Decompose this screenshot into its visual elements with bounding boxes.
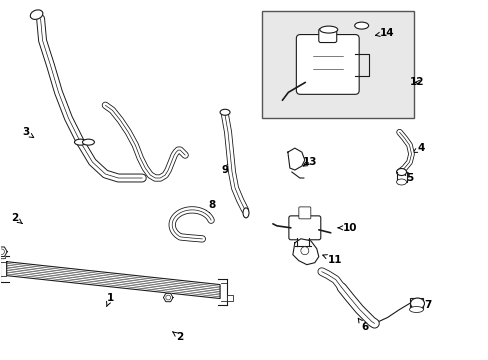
Polygon shape <box>0 247 7 256</box>
Ellipse shape <box>220 109 229 115</box>
Polygon shape <box>163 293 173 302</box>
Text: 3: 3 <box>22 127 34 138</box>
Text: 11: 11 <box>322 255 341 265</box>
Text: 1: 1 <box>106 293 114 307</box>
Ellipse shape <box>82 139 94 145</box>
FancyBboxPatch shape <box>288 216 320 240</box>
Polygon shape <box>292 239 318 265</box>
Text: 12: 12 <box>409 77 424 87</box>
Ellipse shape <box>74 139 86 145</box>
Text: 6: 6 <box>358 318 367 332</box>
Ellipse shape <box>319 26 337 33</box>
Ellipse shape <box>354 22 368 29</box>
Ellipse shape <box>396 179 406 185</box>
Text: 2: 2 <box>172 332 183 342</box>
Bar <box>226 294 233 301</box>
Ellipse shape <box>30 10 43 19</box>
Circle shape <box>0 249 4 255</box>
FancyBboxPatch shape <box>296 35 359 94</box>
Text: 10: 10 <box>338 223 356 233</box>
FancyBboxPatch shape <box>408 298 423 310</box>
FancyBboxPatch shape <box>298 207 310 219</box>
Text: 4: 4 <box>412 143 424 153</box>
Ellipse shape <box>396 168 406 176</box>
FancyBboxPatch shape <box>0 249 6 259</box>
Text: 13: 13 <box>302 157 316 167</box>
Polygon shape <box>7 262 220 298</box>
Ellipse shape <box>410 298 424 309</box>
Text: 9: 9 <box>221 163 231 175</box>
Bar <box>262 11 413 118</box>
Polygon shape <box>287 148 304 170</box>
Text: 5: 5 <box>404 170 412 183</box>
Ellipse shape <box>408 306 423 312</box>
Ellipse shape <box>243 208 248 218</box>
Circle shape <box>165 295 170 300</box>
Ellipse shape <box>300 247 308 255</box>
Text: 7: 7 <box>414 300 430 310</box>
FancyBboxPatch shape <box>318 28 336 42</box>
Text: 2: 2 <box>11 213 22 224</box>
Text: 14: 14 <box>375 28 394 37</box>
Text: 8: 8 <box>205 200 215 215</box>
